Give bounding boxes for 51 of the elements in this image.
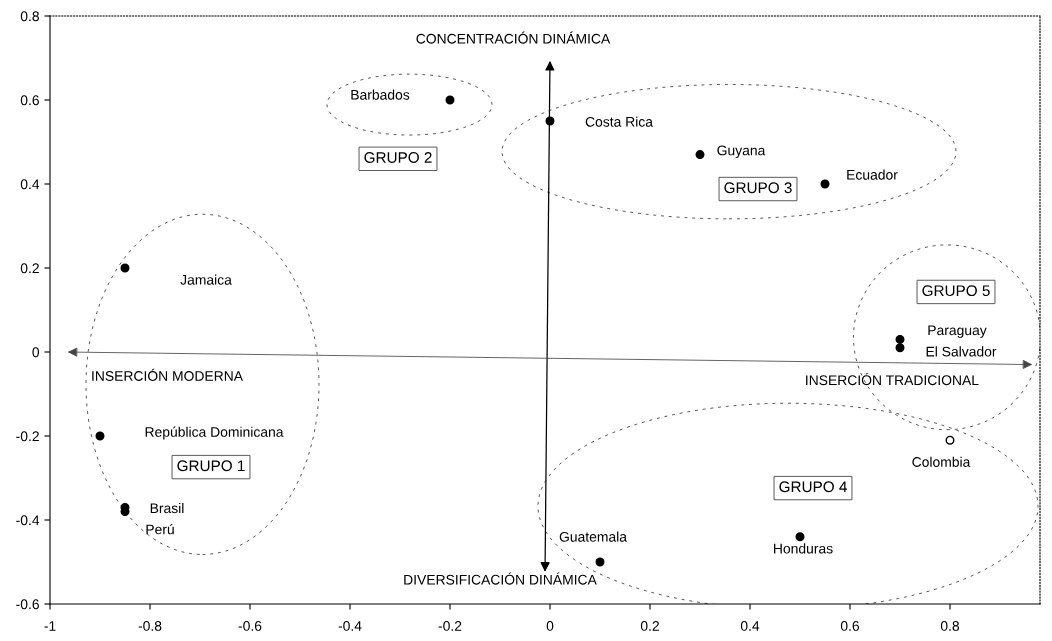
y-tick-label: 0.6 (20, 95, 39, 106)
annotation: Brasil (150, 502, 184, 514)
y-tick-label: 0.4 (20, 179, 40, 190)
annotation: CONCENTRACIÓN DINÁMICA (416, 31, 611, 44)
point (895, 334, 905, 344)
x-tick-label: 0.6 (840, 621, 860, 631)
x-tick-label: -0.8 (138, 621, 162, 631)
x-tick-label: 0.2 (640, 621, 659, 631)
point (895, 343, 905, 353)
annotation: GRUPO 2 (364, 152, 432, 163)
x-tick-label: 0.4 (740, 621, 760, 631)
x-tick-label: -0.6 (238, 621, 262, 631)
point (820, 179, 830, 189)
annotation: Guyana (717, 145, 766, 159)
annotation: Perú (146, 523, 174, 535)
annotation: INSERCIÓN TRADICIONAL (806, 372, 979, 386)
annotation: GRUPO 5 (922, 285, 990, 297)
x-tick-label: -0.2 (438, 621, 462, 631)
point (95, 431, 105, 441)
point (595, 557, 605, 567)
annotation: GRUPO 1 (177, 460, 245, 472)
x-tick-label: -1 (44, 621, 56, 631)
y-tick-label: 0.2 (20, 263, 39, 274)
x-tick-label: 0 (546, 621, 554, 631)
annotation: República Dominicana (145, 426, 284, 440)
y-tick-label: 0.8 (20, 11, 39, 22)
annotation: GRUPO 3 (724, 182, 792, 194)
x-tick-label: -0.4 (338, 621, 362, 631)
point (545, 116, 555, 126)
y-tick-label: -0.4 (16, 515, 40, 526)
y-tick-label: -0.2 (16, 431, 39, 442)
annotation: Jamaica (180, 274, 232, 285)
point (945, 435, 955, 445)
point (695, 150, 705, 160)
annotation: GRUPO 4 (779, 481, 847, 493)
annotation: Colombia (912, 456, 971, 467)
annotation: Paraguay (928, 325, 987, 338)
point (795, 532, 805, 542)
annotation: INSERCIÓN MODERNA (92, 368, 243, 381)
annotation: Barbados (351, 89, 410, 100)
annotation: Honduras (774, 543, 833, 554)
y-tick-label: -0.6 (16, 599, 39, 610)
annotation: El Salvador (926, 346, 997, 357)
point (445, 95, 455, 105)
annotation: Ecuador (847, 169, 898, 180)
annotation: Costa Rica (585, 116, 653, 127)
y-tick-label: 0 (32, 347, 40, 358)
annotation: Guatemala (559, 531, 627, 542)
x-tick-label: 0.8 (940, 621, 960, 631)
point (120, 263, 130, 273)
annotation: DIVERSIFICACIÓN DINÁMICA (404, 572, 597, 585)
